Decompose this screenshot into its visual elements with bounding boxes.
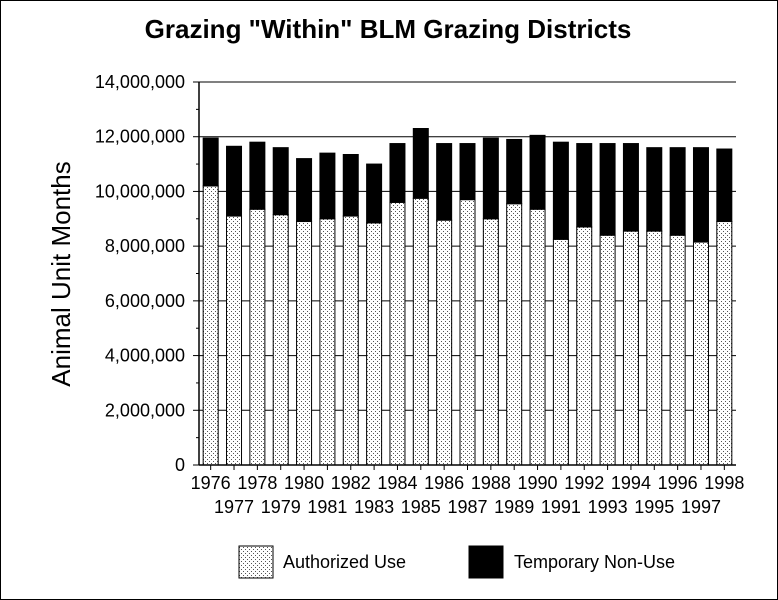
x-tick-label: 1986 bbox=[424, 473, 464, 493]
x-tick-label: 1993 bbox=[588, 497, 628, 517]
legend-label-temporary-non-use: Temporary Non-Use bbox=[514, 552, 675, 572]
bar-authorized-use bbox=[576, 226, 593, 466]
legend-swatch-authorized-use bbox=[238, 545, 274, 579]
y-tick-label: 0 bbox=[175, 455, 185, 475]
bar-authorized-use bbox=[319, 218, 336, 466]
bar-authorized-use bbox=[389, 201, 406, 466]
x-tick-label: 1990 bbox=[518, 473, 558, 493]
legend-swatch-temporary-non-use bbox=[468, 545, 504, 579]
x-tick-label: 1998 bbox=[704, 473, 744, 493]
bar-authorized-use bbox=[342, 215, 359, 466]
bar-temporary-non-use bbox=[459, 143, 476, 201]
bar-authorized-use bbox=[202, 185, 219, 466]
x-tick-label: 1982 bbox=[331, 473, 371, 493]
x-tick-label: 1976 bbox=[191, 473, 231, 493]
bar-temporary-non-use bbox=[716, 148, 733, 223]
x-tick-label: 1988 bbox=[471, 473, 511, 493]
x-tick-label: 1983 bbox=[354, 497, 394, 517]
chart-title: Grazing "Within" BLM Grazing Districts bbox=[145, 14, 632, 44]
bar-authorized-use bbox=[459, 199, 476, 466]
bar-temporary-non-use bbox=[342, 153, 359, 217]
x-tick-label: 1980 bbox=[284, 473, 324, 493]
bar-temporary-non-use bbox=[576, 143, 593, 228]
y-tick-label: 4,000,000 bbox=[105, 346, 185, 366]
x-tick-label: 1985 bbox=[401, 497, 441, 517]
bar-authorized-use bbox=[622, 230, 639, 466]
bar-authorized-use bbox=[646, 230, 663, 466]
x-tick-label: 1977 bbox=[214, 497, 254, 517]
y-tick-label: 8,000,000 bbox=[105, 236, 185, 256]
y-tick-label: 12,000,000 bbox=[95, 127, 185, 147]
bar-authorized-use bbox=[692, 241, 709, 466]
bar-temporary-non-use bbox=[436, 143, 453, 221]
bar-authorized-use bbox=[366, 222, 383, 466]
bar-temporary-non-use bbox=[249, 141, 266, 210]
bar-authorized-use bbox=[296, 221, 313, 466]
bar-authorized-use bbox=[249, 208, 266, 466]
bars bbox=[202, 128, 733, 466]
x-tick-label: 1996 bbox=[658, 473, 698, 493]
bar-authorized-use bbox=[552, 238, 569, 466]
legend: Authorized Use Temporary Non-Use bbox=[238, 545, 675, 579]
bar-temporary-non-use bbox=[412, 128, 429, 199]
bar-authorized-use bbox=[716, 221, 733, 466]
bar-temporary-non-use bbox=[599, 143, 616, 236]
bar-temporary-non-use bbox=[692, 147, 709, 243]
bar-temporary-non-use bbox=[552, 141, 569, 240]
y-tick-label: 6,000,000 bbox=[105, 291, 185, 311]
x-tick-label: 1989 bbox=[494, 497, 534, 517]
bar-authorized-use bbox=[529, 208, 546, 466]
bar-authorized-use bbox=[506, 203, 523, 466]
bar-authorized-use bbox=[669, 234, 686, 466]
bar-authorized-use bbox=[599, 234, 616, 466]
bar-temporary-non-use bbox=[319, 152, 336, 220]
x-tick-label: 1991 bbox=[541, 497, 581, 517]
x-tick-label: 1981 bbox=[307, 497, 347, 517]
y-axis-ticks: 0 2,000,000 4,000,000 6,000,000 8,000,000 10,… bbox=[95, 72, 199, 475]
bar-temporary-non-use bbox=[366, 163, 383, 224]
bar-temporary-non-use bbox=[202, 137, 219, 187]
bar-authorized-use bbox=[436, 219, 453, 466]
bar-authorized-use bbox=[272, 214, 289, 466]
y-axis-label: Animal Unit Months bbox=[46, 161, 76, 386]
x-tick-label: 1979 bbox=[261, 497, 301, 517]
y-tick-label: 10,000,000 bbox=[95, 181, 185, 201]
legend-label-authorized-use: Authorized Use bbox=[283, 552, 406, 572]
bar-temporary-non-use bbox=[296, 158, 313, 223]
y-tick-label: 2,000,000 bbox=[105, 400, 185, 420]
bar-temporary-non-use bbox=[622, 143, 639, 232]
bar-temporary-non-use bbox=[389, 143, 406, 203]
bar-temporary-non-use bbox=[669, 147, 686, 236]
x-tick-label: 1995 bbox=[634, 497, 674, 517]
x-tick-label: 1992 bbox=[564, 473, 604, 493]
x-axis-ticks: 1976 1977 1978 1979 1980 1981 1982 1983 1984 1985… bbox=[191, 465, 744, 517]
bar-authorized-use bbox=[226, 215, 243, 466]
x-tick-label: 1987 bbox=[447, 497, 487, 517]
bar-temporary-non-use bbox=[226, 145, 243, 217]
x-tick-label: 1994 bbox=[611, 473, 651, 493]
bar-authorized-use bbox=[482, 218, 499, 466]
bar-temporary-non-use bbox=[646, 147, 663, 232]
bar-temporary-non-use bbox=[272, 147, 289, 216]
y-tick-label: 14,000,000 bbox=[95, 72, 185, 92]
x-tick-label: 1997 bbox=[681, 497, 721, 517]
x-tick-label: 1978 bbox=[237, 473, 277, 493]
bar-temporary-non-use bbox=[529, 134, 546, 210]
bar-temporary-non-use bbox=[506, 138, 523, 205]
axes bbox=[198, 82, 736, 466]
bar-authorized-use bbox=[412, 197, 429, 466]
bar-temporary-non-use bbox=[482, 137, 499, 220]
x-tick-label: 1984 bbox=[377, 473, 417, 493]
